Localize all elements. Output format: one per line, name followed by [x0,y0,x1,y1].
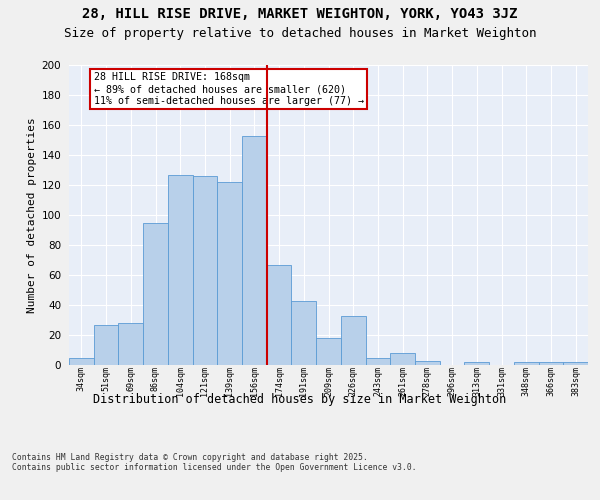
Bar [341,316,365,365]
Bar [242,136,267,365]
Bar [292,300,316,365]
Bar [118,323,143,365]
Bar [217,182,242,365]
Bar [539,362,563,365]
Bar [365,358,390,365]
Bar [193,176,217,365]
Bar [267,264,292,365]
Bar [69,358,94,365]
Y-axis label: Number of detached properties: Number of detached properties [28,117,37,313]
Text: 28, HILL RISE DRIVE, MARKET WEIGHTON, YORK, YO43 3JZ: 28, HILL RISE DRIVE, MARKET WEIGHTON, YO… [82,8,518,22]
Bar [390,353,415,365]
Bar [316,338,341,365]
Bar [168,174,193,365]
Bar [464,362,489,365]
Text: 28 HILL RISE DRIVE: 168sqm
← 89% of detached houses are smaller (620)
11% of sem: 28 HILL RISE DRIVE: 168sqm ← 89% of deta… [94,72,364,106]
Bar [94,324,118,365]
Bar [415,360,440,365]
Text: Size of property relative to detached houses in Market Weighton: Size of property relative to detached ho… [64,28,536,40]
Text: Contains HM Land Registry data © Crown copyright and database right 2025.
Contai: Contains HM Land Registry data © Crown c… [12,452,416,472]
Text: Distribution of detached houses by size in Market Weighton: Distribution of detached houses by size … [94,392,506,406]
Bar [143,222,168,365]
Bar [563,362,588,365]
Bar [514,362,539,365]
